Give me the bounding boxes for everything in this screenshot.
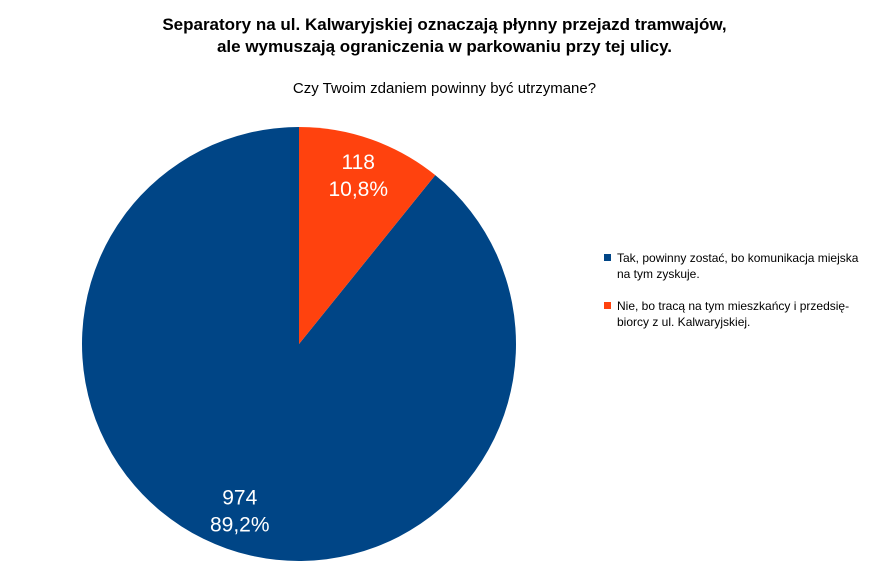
chart-title: Separatory na ul. Kalwaryjskiej oznaczaj… xyxy=(162,15,727,56)
percent-label: 10,8% xyxy=(328,178,388,201)
value-label: 974 xyxy=(222,486,257,509)
chart-subtitle: Czy Twoim zdaniem powinny być utrzymane? xyxy=(292,80,597,97)
value-label: 118 xyxy=(342,151,375,174)
legend-label: Tak, powinny zostać, bo komunikacja miej… xyxy=(617,251,859,281)
legend-swatch xyxy=(604,254,611,261)
legend-label: Nie, bo tracą na tym mieszkańcy i przeds… xyxy=(617,299,850,329)
legend-item: Nie, bo tracą na tym mieszkańcy i przeds… xyxy=(604,298,874,330)
legend-item: Tak, powinny zostać, bo komunikacja miej… xyxy=(604,250,874,282)
legend-swatch xyxy=(604,302,611,309)
pie-slice xyxy=(299,127,436,344)
percent-label: 89,2% xyxy=(210,513,270,536)
